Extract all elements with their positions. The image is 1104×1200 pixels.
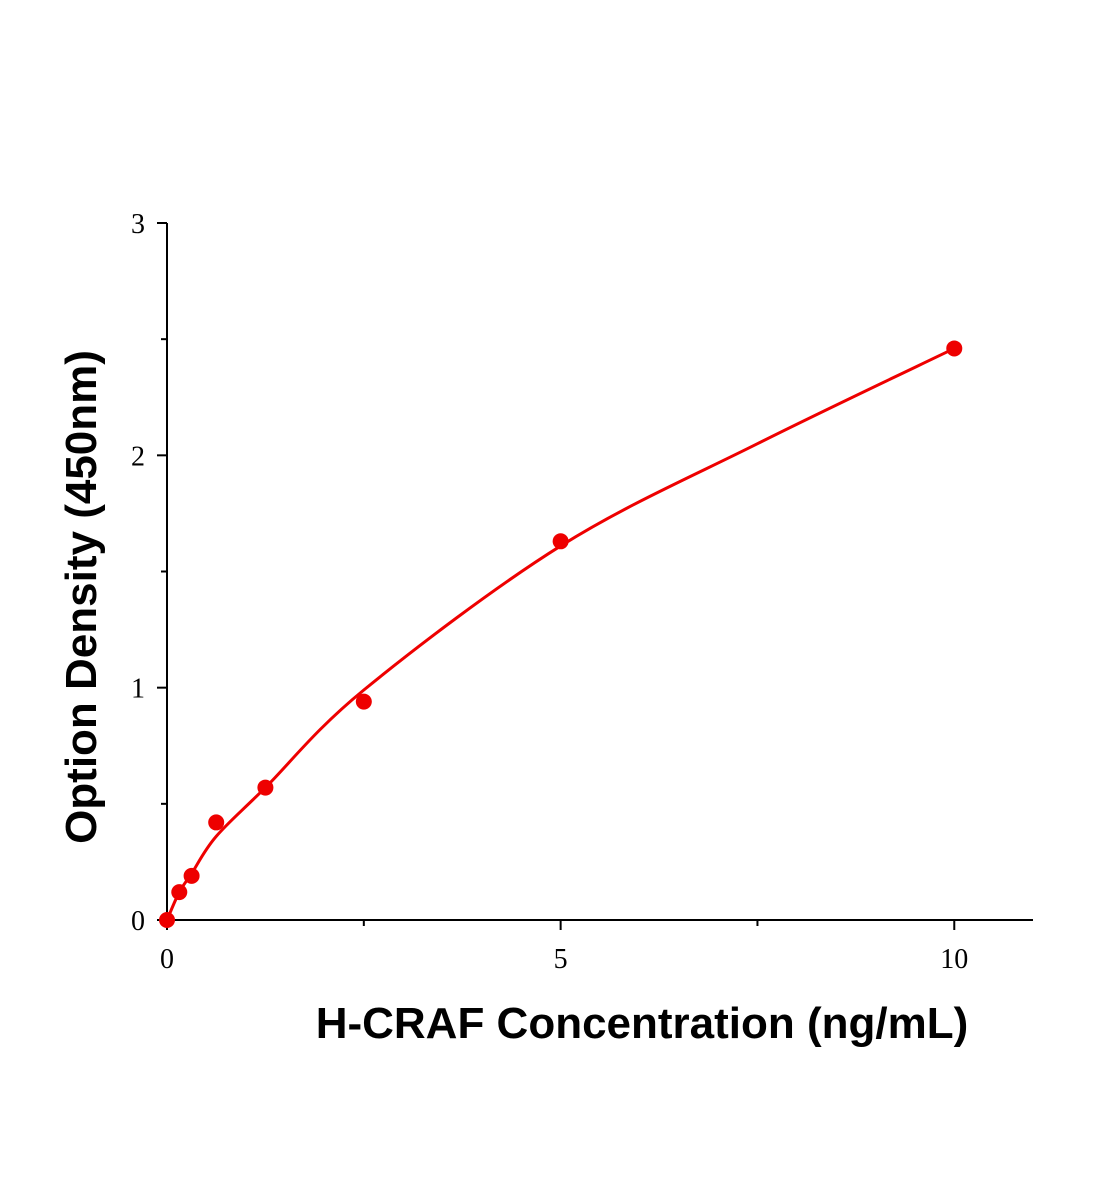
y-tick-label: 1: [131, 674, 145, 705]
data-point: [183, 867, 200, 884]
y-tick-label: 2: [131, 441, 145, 472]
data-point: [946, 340, 963, 357]
x-axis-title: H-CRAF Concentration (ng/mL): [316, 999, 969, 1048]
y-tick-label: 3: [131, 209, 145, 240]
y-tick-label: 0: [131, 906, 145, 937]
data-point: [171, 884, 188, 901]
data-point: [257, 779, 274, 796]
x-tick-label: 10: [940, 944, 968, 975]
data-point: [208, 814, 225, 831]
data-point: [552, 533, 569, 550]
data-point: [355, 693, 372, 710]
y-axis-title: Option Density (450nm): [57, 350, 106, 844]
x-tick-label: 5: [554, 944, 568, 975]
fit-curve: [165, 347, 955, 921]
data-point: [159, 912, 175, 928]
x-tick-label: 0: [160, 944, 174, 975]
